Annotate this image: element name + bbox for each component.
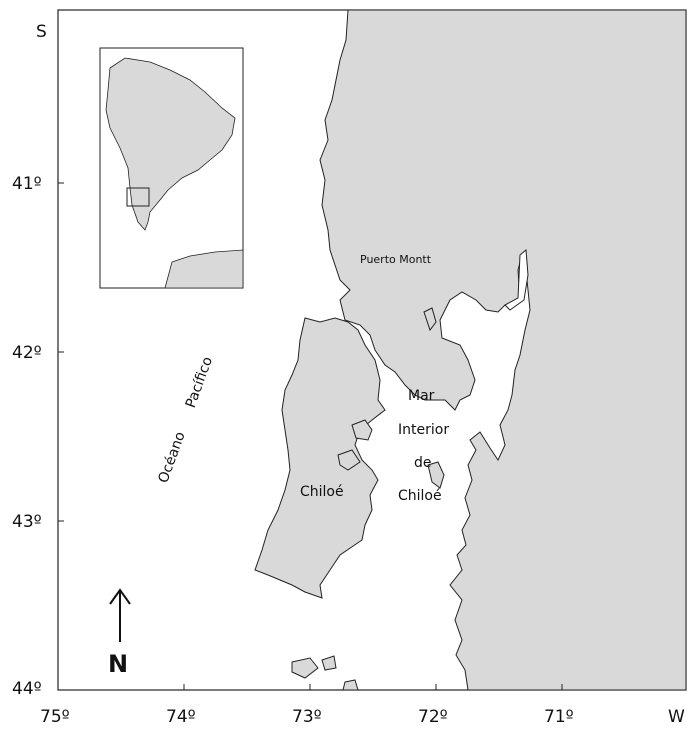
lat-label-44: 44º xyxy=(12,679,42,699)
island-1 xyxy=(351,419,373,441)
lon-label-74: 74º xyxy=(166,707,196,727)
mainland-landmass xyxy=(319,9,687,691)
label-puerto-montt: Puerto Montt xyxy=(360,253,432,266)
lat-label-41: 41º xyxy=(12,174,42,194)
north-arrow xyxy=(109,588,131,642)
lat-tick-marks xyxy=(58,182,64,691)
chiloe-island xyxy=(254,317,386,599)
north-label: N xyxy=(108,650,128,678)
inset-antarctica xyxy=(164,249,244,289)
lon-label-71: 71º xyxy=(544,707,574,727)
inset-study-area-box xyxy=(126,187,150,207)
inset-south-america xyxy=(105,57,236,231)
inset-map xyxy=(99,47,244,289)
label-chiloe-island: Chiloé xyxy=(300,484,344,500)
island-3 xyxy=(427,461,445,489)
lon-tick-marks xyxy=(57,684,563,690)
lon-label-72: 72º xyxy=(418,707,448,727)
island-south-1 xyxy=(291,657,319,679)
label-sea-line-2: Interior xyxy=(398,422,449,438)
island-south-2 xyxy=(321,655,337,671)
label-sea-line-3: de xyxy=(414,455,432,471)
lat-label-43: 43º xyxy=(12,512,42,532)
lon-label-73: 73º xyxy=(292,707,322,727)
lon-label-75: 75º xyxy=(40,707,70,727)
island-2 xyxy=(337,449,361,471)
hemisphere-lon-label: W xyxy=(668,707,685,727)
label-sea-line-4: Chiloé xyxy=(398,488,442,504)
island-4 xyxy=(423,307,437,332)
hemisphere-lat-label: S xyxy=(36,22,47,42)
estuary-water xyxy=(504,248,529,311)
island-south-3 xyxy=(342,679,359,691)
label-sea-line-1: Mar xyxy=(408,388,435,404)
lat-label-42: 42º xyxy=(12,343,42,363)
